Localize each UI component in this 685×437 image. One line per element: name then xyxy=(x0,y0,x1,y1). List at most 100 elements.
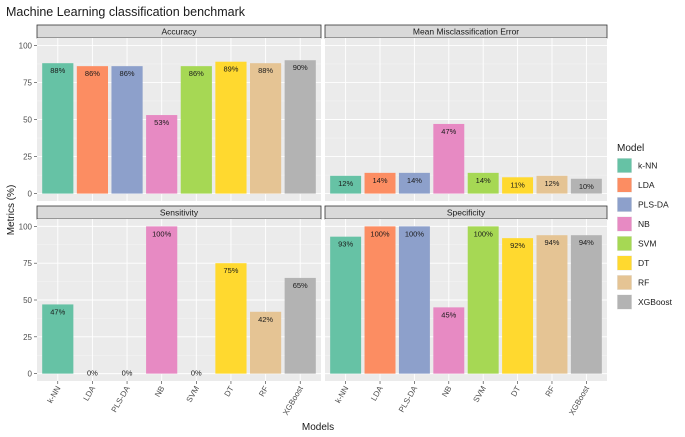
bar-accuracy-xgboost xyxy=(284,60,316,194)
bar-mean-misclassification-error-xgboost xyxy=(570,178,602,194)
y-tick-label: 75 xyxy=(23,259,32,268)
bar-label-mean-misclassification-error-lda: 14% xyxy=(373,176,388,185)
bar-label-sensitivity-xgboost: 65% xyxy=(293,281,308,290)
bar-specificity-lda xyxy=(364,226,396,374)
bar-specificity-pls-da xyxy=(398,226,430,374)
panel-accuracy: Accuracy 0 25 50 75 100 88% 86% 86% 53% 86% 89% 88% 9… xyxy=(19,24,322,201)
bar-label-sensitivity-svm: 0% xyxy=(191,369,202,378)
y-tick-label: 0 xyxy=(28,190,33,199)
bar-label-mean-misclassification-error-pls-da: 14% xyxy=(407,176,422,185)
legend-item-k-nn: k-NN xyxy=(617,158,657,173)
x-tick-label-k-nn: k-NN xyxy=(46,384,63,404)
legend-label: k-NN xyxy=(638,161,657,171)
y-tick-label: 50 xyxy=(23,296,32,305)
bar-label-specificity-xgboost: 94% xyxy=(579,238,594,247)
bar-label-accuracy-nb: 53% xyxy=(154,118,169,127)
bar-mean-misclassification-error-dt xyxy=(502,177,534,194)
y-tick-label: 75 xyxy=(23,78,32,87)
bar-accuracy-pls-da xyxy=(111,66,143,194)
x-tick-label-xgboost: XGBoost xyxy=(281,384,305,417)
bar-sensitivity-xgboost xyxy=(284,277,316,374)
bar-label-accuracy-rf: 88% xyxy=(258,66,273,75)
panel-sensitivity: Sensitivity 0 25 50 75 100 47% 0% 0% 100% 0% 75% 42%… xyxy=(19,205,322,417)
bar-label-accuracy-pls-da: 86% xyxy=(120,69,135,78)
x-tick-label-dt: DT xyxy=(509,384,522,398)
bar-label-accuracy-svm: 86% xyxy=(189,69,204,78)
bar-accuracy-k-nn xyxy=(42,63,74,194)
legend-swatch xyxy=(617,158,632,173)
y-tick-label: 0 xyxy=(28,370,33,379)
x-tick-label-k-nn: k-NN xyxy=(333,384,350,404)
bar-mean-misclassification-error-pls-da xyxy=(398,172,430,194)
strip-label-mean-misclassification-error: Mean Misclassification Error xyxy=(413,27,519,37)
bar-label-sensitivity-lda: 0% xyxy=(87,369,98,378)
bar-sensitivity-k-nn xyxy=(42,304,74,374)
bar-label-sensitivity-nb: 100% xyxy=(152,229,172,238)
panel-mean-misclassification-error: Mean Misclassification Error 12% 14% 14% 47%… xyxy=(324,24,608,201)
y-tick-label: 25 xyxy=(23,153,32,162)
legend-label: DT xyxy=(638,258,649,268)
bar-specificity-xgboost xyxy=(570,235,602,374)
bar-accuracy-dt xyxy=(215,61,247,194)
legend-label: RF xyxy=(638,278,649,288)
bar-label-mean-misclassification-error-svm: 14% xyxy=(476,176,491,185)
x-tick-label-lda: LDA xyxy=(82,384,98,403)
bar-label-mean-misclassification-error-nb: 47% xyxy=(441,127,456,136)
bar-label-specificity-k-nn: 93% xyxy=(338,240,353,249)
y-tick-label: 25 xyxy=(23,333,32,342)
bar-accuracy-rf xyxy=(250,63,282,194)
strip-label-sensitivity: Sensitivity xyxy=(160,208,199,218)
legend-label: PLS-DA xyxy=(638,200,669,210)
x-tick-label-pls-da: PLS-DA xyxy=(397,384,420,414)
bar-mean-misclassification-error-nb xyxy=(433,123,465,194)
y-tick-label: 100 xyxy=(19,41,33,50)
bar-accuracy-svm xyxy=(180,66,212,194)
x-tick-label-nb: NB xyxy=(440,385,453,399)
x-tick-label-rf: RF xyxy=(544,384,557,398)
bar-label-sensitivity-pls-da: 0% xyxy=(122,369,133,378)
legend-item-xgboost: XGBoost xyxy=(617,294,673,310)
bar-accuracy-lda xyxy=(76,66,108,194)
bar-sensitivity-rf xyxy=(250,311,282,374)
legend-item-pls-da: PLS-DA xyxy=(617,197,669,212)
legend-item-rf: RF xyxy=(617,275,649,290)
legend-label: LDA xyxy=(638,180,655,190)
x-tick-label-rf: RF xyxy=(257,384,270,398)
x-tick-label-svm: SVM xyxy=(185,384,202,404)
x-tick-label-xgboost: XGBoost xyxy=(567,384,591,417)
legend-swatch xyxy=(617,217,632,231)
bar-specificity-rf xyxy=(536,235,568,374)
bar-label-sensitivity-rf: 42% xyxy=(258,315,273,324)
bar-label-accuracy-k-nn: 88% xyxy=(50,66,65,75)
bar-sensitivity-dt xyxy=(215,263,247,374)
x-tick-label-lda: LDA xyxy=(369,384,385,403)
bar-label-accuracy-xgboost: 90% xyxy=(293,63,308,72)
legend-item-lda: LDA xyxy=(617,177,655,193)
legend-label: NB xyxy=(638,219,650,229)
x-tick-label-dt: DT xyxy=(223,384,236,398)
bar-mean-misclassification-error-rf xyxy=(536,175,568,194)
bar-label-accuracy-lda: 86% xyxy=(85,69,100,78)
bar-sensitivity-nb xyxy=(146,226,178,374)
strip-label-accuracy: Accuracy xyxy=(162,27,198,37)
y-tick-label: 100 xyxy=(19,222,33,231)
y-axis-title: Metrics (%) xyxy=(6,185,17,236)
bar-label-specificity-rf: 94% xyxy=(544,238,559,247)
legend-title: Model xyxy=(617,143,644,154)
legend-item-dt: DT xyxy=(617,255,649,271)
legend-swatch xyxy=(617,295,632,309)
bar-label-sensitivity-dt: 75% xyxy=(223,266,238,275)
x-tick-label-nb: NB xyxy=(153,385,166,399)
legend-swatch xyxy=(617,236,632,251)
legend-swatch xyxy=(617,178,632,192)
bar-label-mean-misclassification-error-k-nn: 12% xyxy=(338,179,353,188)
legend-item-svm: SVM xyxy=(617,236,656,251)
bar-specificity-nb xyxy=(433,307,465,374)
legend-swatch xyxy=(617,197,632,212)
bar-mean-misclassification-error-svm xyxy=(467,172,499,194)
bar-label-accuracy-dt: 89% xyxy=(223,65,238,74)
bar-specificity-k-nn xyxy=(330,236,362,374)
bar-label-specificity-pls-da: 100% xyxy=(405,229,425,238)
panel-specificity: Specificity 93% 100% 100% 45% 100% 92% 94% 94% k-… xyxy=(324,205,608,417)
bar-label-specificity-svm: 100% xyxy=(474,229,494,238)
